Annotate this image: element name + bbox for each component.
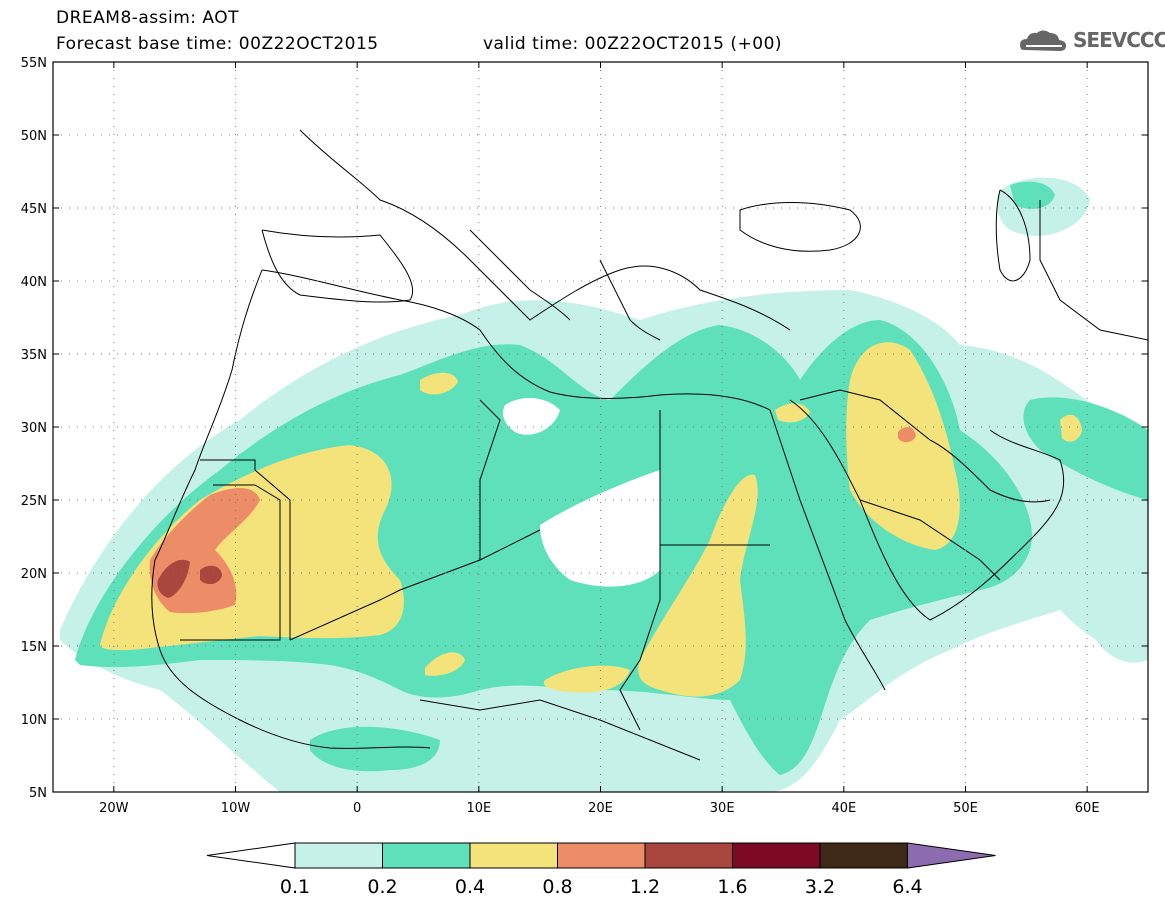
border-arabia-1 bbox=[799, 389, 931, 441]
aot-band-1.2-spot bbox=[200, 565, 222, 585]
latitude-label: 15N bbox=[21, 640, 47, 655]
latitude-label: 55N bbox=[21, 56, 47, 71]
aot-band-0.2-guinea bbox=[310, 726, 440, 772]
colorbar-label: 0.2 bbox=[367, 876, 397, 898]
longitude-label: 40E bbox=[831, 801, 856, 816]
longitude-label: 20E bbox=[588, 801, 613, 816]
border-iran bbox=[1039, 200, 1148, 341]
longitude-label: 60E bbox=[1075, 801, 1100, 816]
longitude-label: 10E bbox=[466, 801, 491, 816]
coastline-italy bbox=[469, 229, 571, 321]
latitude-label: 45N bbox=[21, 202, 47, 217]
coastline-europe bbox=[299, 129, 791, 331]
colorbar-max-triangle bbox=[907, 842, 996, 869]
border-sudan bbox=[619, 545, 661, 731]
aot-band-0.4-sudan bbox=[638, 474, 758, 697]
aot-band-0.4-algeria bbox=[420, 372, 458, 395]
border-central-africa bbox=[419, 699, 701, 761]
colorbar-segment bbox=[819, 842, 908, 869]
coastline-greece bbox=[599, 259, 661, 341]
aot-band-0.4-levant bbox=[775, 403, 810, 423]
latitude-label: 25N bbox=[21, 494, 47, 509]
latitude-label: 5N bbox=[29, 786, 47, 801]
border-morocco-algeria bbox=[200, 459, 291, 640]
latitude-label: 50N bbox=[21, 129, 47, 144]
longitude-label: 0 bbox=[353, 801, 361, 816]
latitude-label: 30N bbox=[21, 421, 47, 436]
longitude-label: 50E bbox=[953, 801, 978, 816]
colorbar-label: 3.2 bbox=[805, 876, 835, 898]
aot-band-clear-2 bbox=[503, 398, 560, 435]
coastline-arabia bbox=[789, 399, 1065, 621]
aot-band-0.2-gulf bbox=[1023, 397, 1148, 500]
coastline-red-sea bbox=[769, 409, 886, 691]
map-title: DREAM8-assim: AOT bbox=[56, 8, 240, 28]
aot-band-0.4-chad bbox=[543, 665, 630, 693]
coastline-caspian bbox=[995, 189, 1031, 282]
aot-band-0.4-niger bbox=[425, 652, 465, 676]
latitude-label: 10N bbox=[21, 713, 47, 728]
border-arabia-2 bbox=[859, 499, 1001, 581]
latitude-label: 35N bbox=[21, 348, 47, 363]
graticule bbox=[53, 62, 1148, 792]
logo-text: SEEVCCC bbox=[1073, 28, 1165, 52]
colorbar-label: 0.8 bbox=[542, 876, 572, 898]
longitude-labels: 20W 10W 0 10E 20E 30E 40E 50E 60E bbox=[99, 801, 1099, 816]
latitude-label: 40N bbox=[21, 275, 47, 290]
colorbar-labels: 0.1 0.2 0.4 0.8 1.2 1.6 3.2 6.4 bbox=[280, 876, 923, 898]
valid-time: valid time: 00Z22OCT2015 (+00) bbox=[483, 34, 783, 54]
aot-band-0.2-caspian bbox=[1010, 181, 1055, 209]
aot-band-0.4-arabia bbox=[846, 342, 960, 550]
colorbar-segment bbox=[382, 842, 471, 869]
colorbar-segment bbox=[732, 842, 821, 869]
coastline-black-sea bbox=[739, 202, 861, 252]
border-mauritania bbox=[180, 484, 281, 641]
colorbar-label: 6.4 bbox=[892, 876, 922, 898]
latitude-label: 20N bbox=[21, 567, 47, 582]
colorbar bbox=[206, 842, 996, 869]
aot-band-1.2-iraq bbox=[898, 427, 916, 443]
colorbar-label: 0.4 bbox=[455, 876, 485, 898]
coastline-africa-west bbox=[151, 269, 431, 749]
coastline-iberia bbox=[261, 229, 414, 303]
coastline-persian-gulf bbox=[929, 439, 1051, 503]
coastlines bbox=[151, 129, 1148, 761]
longitude-label: 30E bbox=[710, 801, 735, 816]
colorbar-label: 1.6 bbox=[717, 876, 747, 898]
aot-band-0.1-southeast bbox=[1080, 589, 1148, 663]
colorbar-segment bbox=[294, 842, 383, 869]
colorbar-min-triangle bbox=[206, 842, 296, 869]
coastline-africa-north bbox=[261, 269, 771, 411]
aot-fields bbox=[60, 177, 1148, 792]
aot-band-1.2 bbox=[157, 559, 190, 598]
colorbar-segment bbox=[469, 842, 558, 869]
border-sahel-1 bbox=[289, 529, 541, 641]
aot-band-0.4-iran bbox=[1060, 414, 1082, 442]
longitude-label: 10W bbox=[221, 801, 251, 816]
aot-band-clear bbox=[540, 470, 660, 587]
forecast-base-time: Forecast base time: 00Z22OCT2015 bbox=[56, 34, 379, 54]
border-sahel-2 bbox=[479, 399, 501, 560]
longitude-label: 20W bbox=[99, 801, 129, 816]
colorbar-segment bbox=[557, 842, 646, 869]
cloud-icon bbox=[1020, 30, 1067, 51]
axis-ticks bbox=[53, 61, 1148, 793]
colorbar-segment bbox=[644, 842, 733, 869]
colorbar-label: 1.2 bbox=[630, 876, 660, 898]
latitude-labels: 55N 50N 45N 40N 35N 30N 25N 20N 15N 10N 5N bbox=[21, 56, 47, 801]
colorbar-label: 0.1 bbox=[280, 876, 310, 898]
